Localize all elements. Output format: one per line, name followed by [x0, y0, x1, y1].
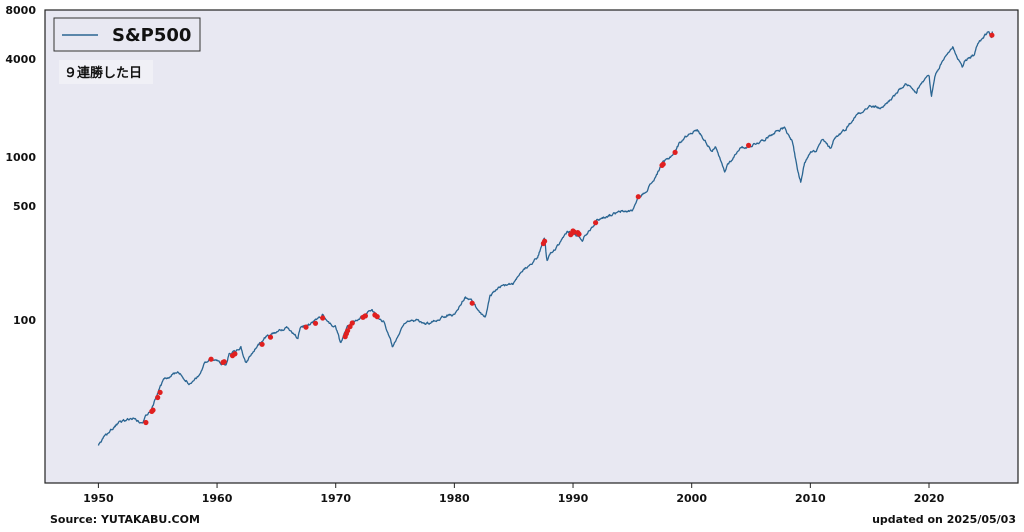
win-streak-marker — [469, 300, 475, 306]
y-tick-label: 8000 — [5, 4, 36, 17]
annotation: ９連勝した日 — [59, 60, 153, 84]
y-tick-label: 1000 — [5, 151, 36, 164]
x-tick-label: 2010 — [795, 492, 826, 505]
win-streak-marker — [660, 161, 666, 167]
win-streak-marker — [267, 334, 274, 340]
x-tick-label: 2020 — [914, 492, 945, 505]
y-tick-label: 100 — [13, 314, 36, 327]
win-streak-marker — [345, 328, 351, 334]
x-tick-label: 1950 — [83, 492, 114, 505]
win-streak-marker — [746, 142, 752, 148]
win-streak-marker — [312, 320, 319, 326]
update-date: updated on 2025/05/03 — [872, 513, 1016, 526]
win-streak-marker — [349, 320, 355, 326]
win-streak-marker — [208, 356, 214, 362]
win-streak-marker — [320, 315, 326, 321]
win-streak-marker — [347, 324, 353, 330]
win-streak-marker — [362, 313, 368, 319]
win-streak-marker — [143, 419, 149, 426]
y-tick-label: 4000 — [5, 53, 36, 66]
win-streak-marker — [635, 194, 641, 200]
win-streak-marker — [576, 231, 582, 237]
win-streak-marker — [157, 389, 163, 395]
win-streak-marker — [989, 32, 995, 38]
x-axis: 1950 1960 1970 1980 1990 2000 2010 2020 — [83, 483, 945, 505]
win-streak-marker — [374, 314, 380, 320]
win-streak-marker — [259, 341, 265, 347]
legend-label: S&P500 — [112, 25, 191, 46]
legend: S&P500 — [53, 17, 201, 52]
source-credit: Source: YUTAKABU.COM — [50, 513, 200, 526]
x-tick-label: 1970 — [320, 492, 351, 505]
win-streak-marker — [155, 394, 161, 401]
y-tick-label: 500 — [13, 200, 36, 213]
win-streak-marker — [232, 351, 238, 357]
x-tick-label: 1990 — [558, 492, 589, 505]
x-tick-label: 1980 — [439, 492, 470, 505]
sp500-series-line — [97, 31, 994, 446]
win-streak-marker — [672, 149, 678, 155]
annotation-text: ９連勝した日 — [64, 65, 142, 81]
win-streak-marker — [221, 359, 227, 365]
win-streak-marker — [593, 220, 599, 226]
plot-area — [44, 9, 1019, 484]
x-tick-label: 1960 — [202, 492, 233, 505]
annotation-box — [59, 60, 153, 84]
x-tick-label: 2000 — [676, 492, 707, 505]
win-streak-marker — [150, 407, 156, 413]
y-axis-tick-labels: 100 500 1000 4000 8000 — [5, 4, 36, 327]
win-streak-marker — [303, 324, 309, 330]
win-streak-marker — [542, 238, 548, 244]
nine-win-streak-markers — [143, 32, 995, 426]
